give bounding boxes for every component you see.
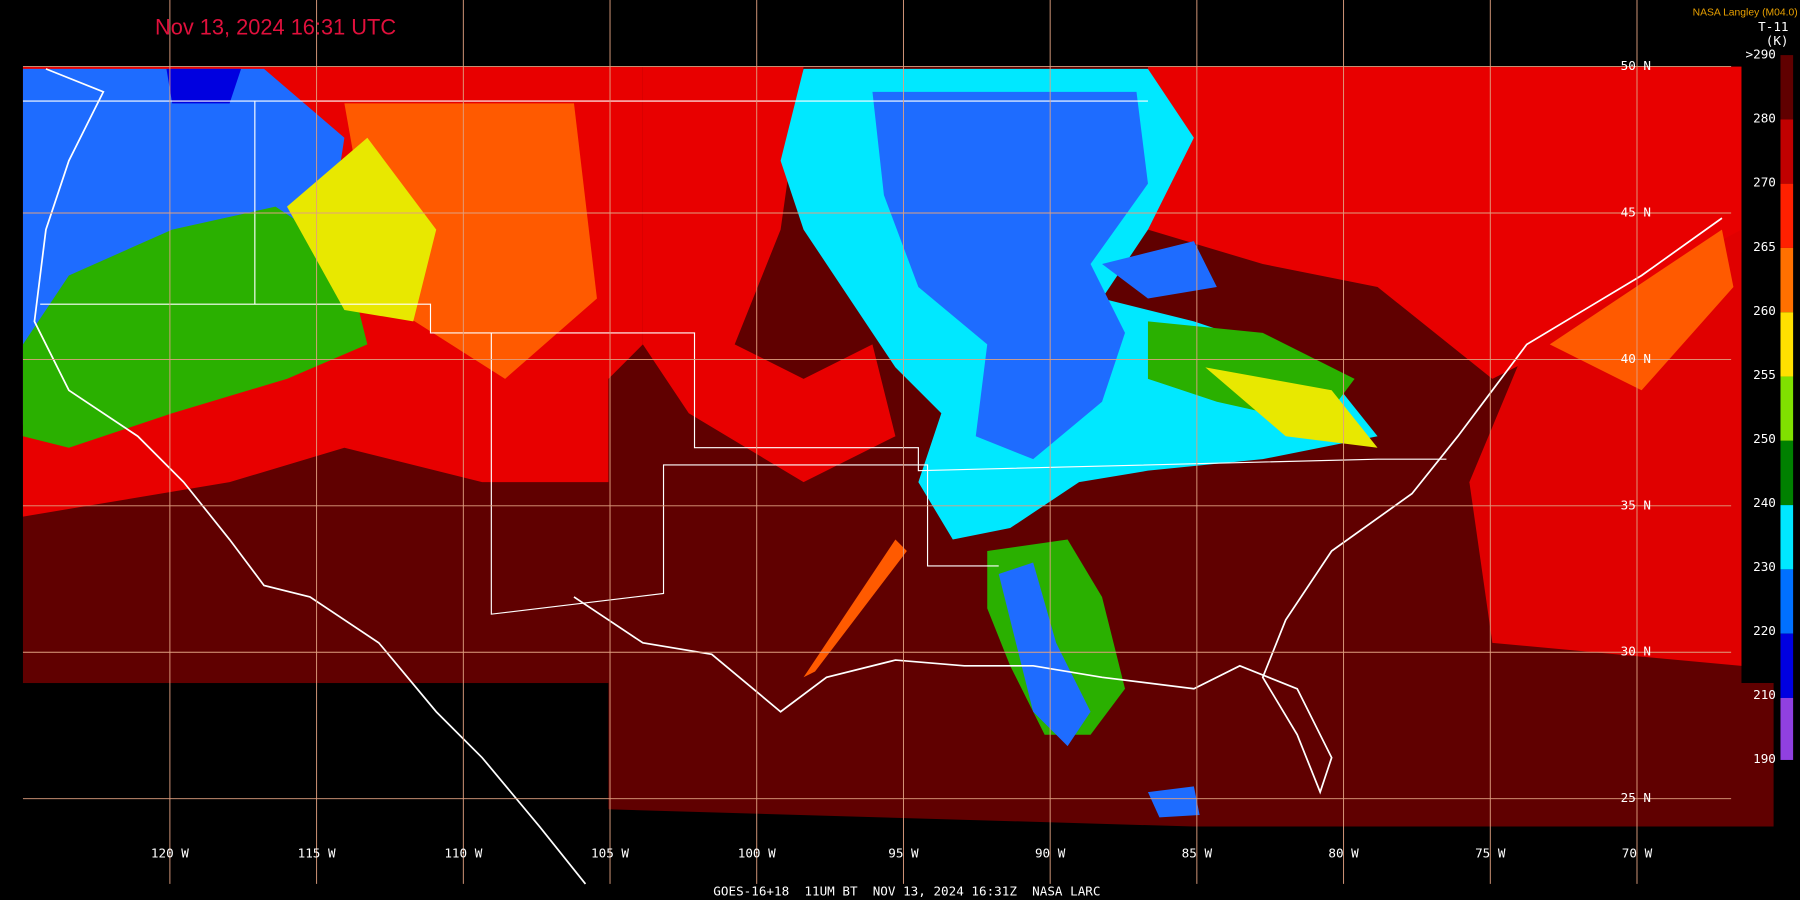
cloud-region	[1205, 367, 1378, 448]
state-border	[490, 332, 999, 615]
credit: NASA Langley (M04.0)	[1693, 7, 1798, 18]
warm-region	[642, 66, 896, 483]
coastline	[573, 217, 1723, 795]
cloud-streak	[803, 539, 907, 678]
cold-region	[608, 683, 1774, 827]
longitude-label: 105 W	[591, 846, 629, 861]
colorbar-label: 210	[1753, 687, 1776, 702]
cloud-region	[286, 137, 437, 322]
colorbar-unit: (K)	[1766, 33, 1789, 48]
colorbar-swatch	[1780, 633, 1794, 698]
longitude-label: 100 W	[738, 846, 776, 861]
colorbar-label: >290	[1746, 47, 1776, 62]
cloud-region	[1147, 786, 1200, 818]
state-border	[40, 303, 1447, 472]
colorbar-swatch	[1780, 697, 1794, 760]
cloud-region	[998, 562, 1091, 747]
latitude-label: 50 N	[1621, 58, 1651, 73]
colorbar-title: T-11	[1758, 19, 1788, 34]
colorbar-label: 280	[1753, 111, 1776, 126]
timestamp: Nov 13, 2024 16:31 UTC	[155, 14, 396, 39]
colorbar-label: 190	[1753, 751, 1776, 766]
latitude-label: 45 N	[1621, 204, 1651, 219]
longitude-label: 70 W	[1622, 846, 1653, 861]
cloud-region	[22, 206, 368, 448]
latitude-label: 30 N	[1621, 644, 1651, 659]
colorbar-label: 260	[1753, 303, 1776, 318]
longitude-label: 115 W	[298, 846, 336, 861]
imagery	[22, 66, 1774, 885]
colorbar-label: 255	[1753, 367, 1776, 382]
colorbar	[1780, 55, 1794, 760]
colorbar-label: 230	[1753, 559, 1776, 574]
longitude-label: 120 W	[151, 846, 189, 861]
longitude-label: 95 W	[888, 846, 919, 861]
colorbar-swatch	[1780, 505, 1794, 570]
warm-region	[1549, 229, 1734, 391]
cloud-region	[1102, 241, 1217, 299]
footer: GOES-16+18 11UM BT NOV 13, 2024 16:31Z N…	[713, 883, 1100, 898]
colorbar-label: 240	[1753, 495, 1776, 510]
colorbar-swatch	[1780, 569, 1794, 634]
colorbar-label: 270	[1753, 175, 1776, 190]
colorbar-swatch	[1780, 440, 1794, 506]
warm-region	[1147, 66, 1742, 379]
colorbar-label: 250	[1753, 431, 1776, 446]
coastline	[33, 68, 587, 885]
colorbar-label: 220	[1753, 623, 1776, 638]
latitude-label: 25 N	[1621, 790, 1651, 805]
graticule: 120 W 115 W 110 W 105 W 100 W 95 W 90 W 85 W 80 …	[22, 0, 1732, 884]
colorbar-swatch	[1780, 312, 1794, 377]
longitude-label: 110 W	[444, 846, 482, 861]
colorbar-swatch	[1780, 376, 1794, 441]
cloud-region	[872, 91, 1148, 460]
colorbar-swatch	[1780, 55, 1794, 120]
latitude-label: 35 N	[1621, 497, 1651, 512]
colorbar-swatch	[1780, 119, 1794, 184]
longitude-label: 85 W	[1182, 846, 1213, 861]
colorbar-swatch	[1780, 183, 1794, 248]
latitude-label: 40 N	[1621, 351, 1651, 366]
longitude-label: 90 W	[1035, 846, 1066, 861]
cloud-region	[166, 68, 242, 104]
colorbar-label: 265	[1753, 239, 1776, 254]
longitude-label: 75 W	[1475, 846, 1506, 861]
colorbar-swatch	[1780, 247, 1794, 313]
longitude-label: 80 W	[1328, 846, 1359, 861]
colorbar-labels: >290 280 270 265 260 255 250 240 230 220 210 190	[1746, 47, 1776, 767]
